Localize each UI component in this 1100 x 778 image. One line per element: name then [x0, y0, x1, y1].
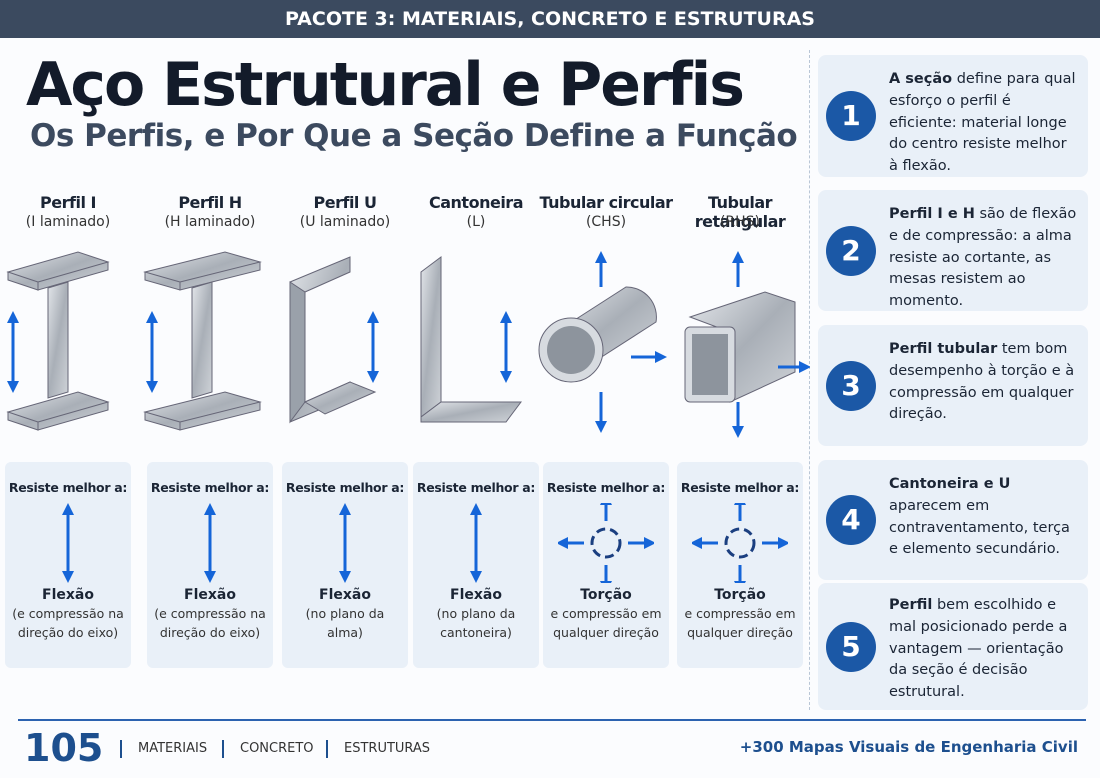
- note-body: define para qual esforço o perfil é efic…: [889, 71, 1076, 174]
- profile-name: Cantoneira: [429, 193, 523, 212]
- note-number: 3: [826, 360, 876, 411]
- effect-note: (e compressão na direção do eixo): [154, 606, 266, 640]
- profile-illustration: [6, 251, 110, 431]
- resist-card: Resiste melhor a: Torção e compressão em q…: [677, 462, 803, 668]
- title: Aço Estrutural e Perfis: [26, 50, 745, 120]
- profile-drawing: [670, 242, 811, 452]
- effect: Flexão: [450, 587, 502, 603]
- tagline: +300 Mapas Visuais de Engenharia Civil: [739, 738, 1078, 756]
- note-body: bem escolhido e mal posicionado perde a …: [889, 597, 1068, 700]
- profile-drawing: [536, 242, 676, 452]
- effect: Flexão: [319, 587, 371, 603]
- profile-detail: (H laminado): [164, 214, 256, 230]
- footer-item: ESTRUTURAS: [326, 740, 430, 758]
- resist-card: Resiste melhor a: Flexão (no plano da cant…: [413, 462, 539, 668]
- resist-label: Resiste melhor a:: [150, 480, 270, 495]
- profile-name: Perfil I: [40, 193, 96, 212]
- effect-note: (no plano da cantoneira): [436, 606, 516, 640]
- note-number: 5: [826, 621, 876, 672]
- note-text: Perfil tubular tem bom desempenho à torç…: [889, 339, 1079, 426]
- note-bold: Perfil: [889, 597, 933, 613]
- footer-item: CONCRETO: [222, 740, 314, 758]
- resist-label: Resiste melhor a:: [416, 480, 536, 495]
- resist-icon: [543, 503, 669, 583]
- note-card: 5 Perfil bem escolhido e mal posicionado …: [818, 583, 1088, 710]
- note-number: 2: [826, 225, 876, 276]
- resist-label: Resiste melhor a:: [8, 480, 128, 495]
- resist-icon: [413, 503, 539, 583]
- resist-icon: [5, 503, 131, 583]
- resist-card: Resiste melhor a: Flexão (e compressão na …: [5, 462, 131, 668]
- effect-note: e compressão em qualquer direção: [684, 606, 796, 640]
- profile-drawing: [0, 242, 138, 452]
- profile-illustration: [420, 256, 522, 423]
- note-card: 4 Cantoneira e U aparecem em contraventam…: [818, 460, 1088, 580]
- profile-name: Tubular circular: [539, 193, 673, 212]
- resist-card: Resiste melhor a: Torção e compressão em q…: [543, 462, 669, 668]
- footer-line: [18, 719, 1086, 721]
- profile-illustration: [143, 251, 262, 431]
- note-bold: Perfil tubular: [889, 341, 998, 357]
- subtitle: Os Perfis, e Por Que a Seção Define a Fu…: [30, 118, 798, 154]
- note-body: são de flexão e de compressão: a alma re…: [889, 206, 1077, 309]
- footer-item: MATERIAIS: [120, 740, 207, 758]
- profile-drawing: [275, 242, 415, 452]
- resist-label: Resiste melhor a:: [546, 480, 666, 495]
- effect: Flexão: [42, 587, 94, 603]
- note-number: 1: [826, 91, 876, 141]
- effect-note: (no plano da alma): [305, 606, 385, 640]
- effect-note: e compressão em qualquer direção: [550, 606, 662, 640]
- note-card: 1 A seção define para qual esforço o perf…: [818, 55, 1088, 177]
- note-text: Perfil I e H são de flexão e de compress…: [889, 204, 1079, 313]
- resist-icon: [282, 503, 408, 583]
- profile-illustration: [684, 251, 811, 438]
- note-card: 2 Perfil I e H são de flexão e de compres…: [818, 190, 1088, 311]
- profile-name: Perfil U: [313, 193, 377, 212]
- resist-card: Resiste melhor a: Flexão (e compressão na …: [147, 462, 273, 668]
- note-body: aparecem em contraventamento, terça e el…: [889, 497, 1070, 558]
- page-number: 105: [24, 726, 104, 770]
- note-text: A seção define para qual esforço o perfi…: [889, 69, 1079, 178]
- note-bold: Cantoneira e U: [889, 476, 1011, 492]
- effect-note: (e compressão na direção do eixo): [12, 606, 124, 640]
- resist-label: Resiste melhor a:: [680, 480, 800, 495]
- resist-card: Resiste melhor a: Flexão (no plano da alma…: [282, 462, 408, 668]
- resist-icon: [147, 503, 273, 583]
- profile-detail: (L): [466, 214, 486, 230]
- profile-name: Tubular retangular: [694, 193, 786, 231]
- profile-drawing: [406, 242, 546, 452]
- note-card: 3 Perfil tubular tem bom desempenho à tor…: [818, 325, 1088, 446]
- note-bold: Perfil I e H: [889, 206, 975, 222]
- profile-drawing: [140, 242, 280, 452]
- separator: [809, 50, 810, 710]
- note-body: tem bom desempenho à torção e à compress…: [889, 341, 1075, 423]
- profile-illustration: [538, 251, 667, 433]
- effect: Torção: [714, 587, 766, 603]
- profile-detail: (I laminado): [25, 214, 111, 230]
- profile-illustration: [289, 256, 379, 424]
- note-number: 4: [826, 495, 876, 545]
- profile-detail: (CHS): [585, 214, 627, 230]
- profile-name: Perfil H: [178, 193, 242, 212]
- banner: PACOTE 3: MATERIAIS, CONCRETO E ESTRUTUR…: [0, 0, 1100, 38]
- resist-icon: [677, 503, 803, 583]
- note-text: Cantoneira e U aparecem em contraventame…: [889, 474, 1079, 561]
- profile-detail: (RHS): [719, 214, 761, 230]
- note-bold: A seção: [889, 71, 953, 87]
- note-text: Perfil bem escolhido e mal posicionado p…: [889, 595, 1079, 704]
- resist-label: Resiste melhor a:: [285, 480, 405, 495]
- profile-detail: (U laminado): [299, 214, 391, 230]
- effect: Torção: [580, 587, 632, 603]
- effect: Flexão: [184, 587, 236, 603]
